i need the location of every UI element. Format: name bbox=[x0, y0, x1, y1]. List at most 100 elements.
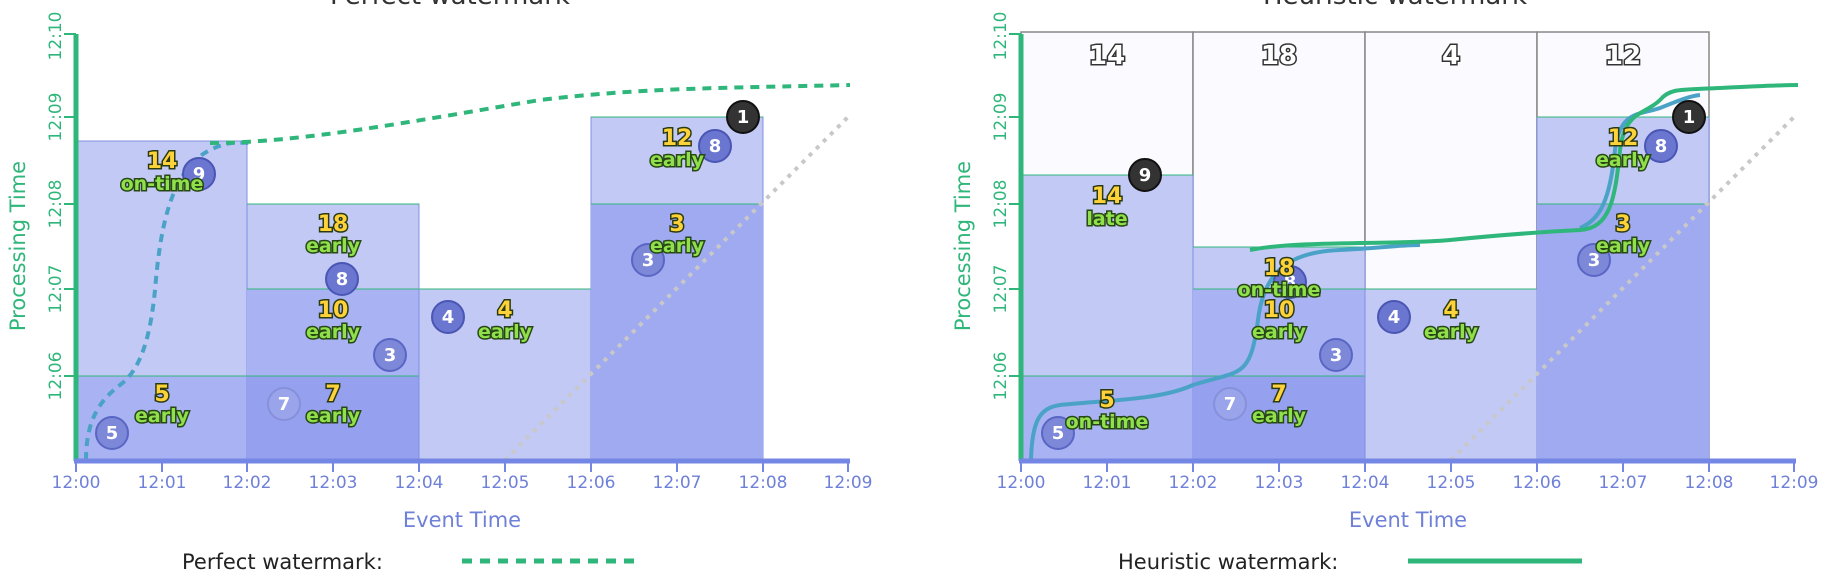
right-datapoints: 5 9 7 8 3 4 3 8 1 bbox=[1041, 100, 1706, 450]
left-datapoint-circle bbox=[95, 416, 129, 450]
right-datapoint-circle bbox=[1577, 243, 1611, 277]
left-result-value: 5 bbox=[154, 382, 169, 407]
right-x-axis-label: Event Time bbox=[1349, 508, 1467, 532]
right-y-tick-label: 12:07 bbox=[991, 265, 1011, 314]
right-y-ticks: 12:06 12:07 12:08 12:09 12:10 bbox=[991, 12, 1021, 401]
right-x-tick-label: 12:08 bbox=[1685, 473, 1734, 493]
right-input-watermark-b bbox=[1579, 93, 1701, 230]
left-datapoint-label: 4 bbox=[442, 307, 455, 328]
right-x-tick-label: 12:05 bbox=[1427, 473, 1476, 493]
right-result-status: early bbox=[1596, 235, 1651, 257]
left-x-axis-label: Event Time bbox=[403, 508, 521, 532]
right-datapoint-label: 4 bbox=[1388, 307, 1401, 328]
right-pane-sum: 18 bbox=[1261, 41, 1297, 71]
left-legend-label: Perfect watermark: bbox=[182, 550, 383, 574]
right-datapoint-label: 8 bbox=[1655, 136, 1668, 157]
right-x-tick-label: 12:01 bbox=[1083, 473, 1132, 493]
right-legend-label: Heuristic watermark: bbox=[1118, 550, 1338, 574]
right-result-value: 18 bbox=[1264, 256, 1295, 281]
right-pane-4-low bbox=[1537, 204, 1709, 460]
left-result-value: 10 bbox=[318, 298, 349, 323]
right-title: Heuristic watermark bbox=[1263, 0, 1527, 11]
right-results: 5 on-time 14 late 7 early 10 early 18 on… bbox=[1064, 125, 1652, 435]
right-x-ticks: 12:00 12:01 12:02 12:03 12:04 12:05 12:0… bbox=[997, 461, 1819, 493]
left-input-watermark bbox=[84, 140, 251, 461]
left-x-tick-label: 12:04 bbox=[395, 473, 444, 493]
left-result-value: 14 bbox=[147, 149, 178, 174]
right-datapoint-circle bbox=[1377, 300, 1411, 334]
left-x-tick-label: 12:06 bbox=[567, 473, 616, 493]
left-datapoint-label: 9 bbox=[193, 164, 206, 185]
right-panel: Heuristic watermark bbox=[951, 0, 1819, 574]
right-x-tick-label: 12:00 bbox=[997, 473, 1046, 493]
right-result-value: 5 bbox=[1099, 388, 1114, 413]
left-y-tick-label: 12:08 bbox=[46, 180, 66, 229]
left-result-value: 3 bbox=[669, 212, 684, 237]
right-datapoint-circle bbox=[1041, 416, 1075, 450]
left-x-tick-label: 12:03 bbox=[309, 473, 358, 493]
right-datapoint-label: 1 bbox=[1683, 107, 1696, 128]
left-results: 5 early 14 on-time 7 early 10 early 18 e… bbox=[119, 125, 706, 429]
right-datapoint-circle bbox=[1273, 265, 1307, 299]
left-result-value: 18 bbox=[318, 212, 349, 237]
right-result-status: early bbox=[1252, 405, 1307, 427]
right-heuristic-watermark bbox=[1249, 83, 1799, 252]
left-result-status: early bbox=[306, 321, 361, 343]
right-datapoint-circle bbox=[1644, 129, 1678, 163]
right-datapoint-label: 3 bbox=[1330, 345, 1343, 366]
left-result-status: early bbox=[135, 405, 190, 427]
right-x-tick-label: 12:02 bbox=[1169, 473, 1218, 493]
left-x-tick-label: 12:07 bbox=[653, 473, 702, 493]
left-datapoint-circle bbox=[182, 157, 216, 191]
right-y-tick-label: 12:08 bbox=[991, 180, 1011, 229]
right-datapoint-label: 8 bbox=[1284, 272, 1297, 293]
left-x-tick-label: 12:08 bbox=[739, 473, 788, 493]
right-datapoint-circle bbox=[1672, 100, 1706, 134]
left-result-value: 7 bbox=[325, 382, 340, 407]
left-datapoint-circle bbox=[631, 243, 665, 277]
left-datapoint-label: 8 bbox=[709, 136, 722, 157]
right-result-value: 10 bbox=[1264, 298, 1295, 323]
left-result-value: 12 bbox=[662, 126, 693, 151]
left-result-status: early bbox=[650, 235, 705, 257]
left-x-tick-label: 12:00 bbox=[52, 473, 101, 493]
right-result-status: on-time bbox=[1066, 411, 1149, 433]
left-datapoint-circle bbox=[267, 387, 301, 421]
right-result-status: late bbox=[1086, 208, 1127, 230]
right-pane-sum: 14 bbox=[1089, 41, 1125, 71]
right-x-tick-label: 12:09 bbox=[1770, 473, 1819, 493]
right-x-tick-label: 12:03 bbox=[1255, 473, 1304, 493]
left-result-value: 4 bbox=[497, 298, 512, 323]
left-datapoint-label: 5 bbox=[106, 423, 119, 444]
left-datapoint-label: 3 bbox=[642, 250, 655, 271]
left-y-tick-label: 12:10 bbox=[46, 12, 66, 61]
left-datapoint-circle bbox=[726, 100, 760, 134]
right-result-status: on-time bbox=[1238, 279, 1321, 301]
left-y-tick-label: 12:07 bbox=[46, 265, 66, 314]
right-result-status: early bbox=[1596, 149, 1651, 171]
left-datapoint-label: 3 bbox=[384, 345, 397, 366]
left-result-status: early bbox=[478, 321, 533, 343]
left-datapoint-label: 7 bbox=[278, 394, 291, 415]
right-pane-sums: 14 18 4 12 bbox=[1087, 40, 1642, 73]
left-ideal-line bbox=[503, 115, 850, 462]
left-x-tick-label: 12:01 bbox=[138, 473, 187, 493]
left-datapoint-circle bbox=[431, 300, 465, 334]
left-datapoint-label: 8 bbox=[336, 269, 349, 290]
left-pane-4-low bbox=[591, 204, 763, 460]
right-result-value: 14 bbox=[1092, 184, 1123, 209]
left-result-status: on-time bbox=[121, 173, 204, 195]
right-pane-sum: 12 bbox=[1605, 41, 1641, 71]
right-datapoint-circle bbox=[1213, 387, 1247, 421]
right-datapoint-label: 7 bbox=[1224, 394, 1237, 415]
left-x-ticks: 12:00 12:01 12:02 12:03 12:04 12:05 12:0… bbox=[52, 461, 873, 493]
right-x-tick-label: 12:07 bbox=[1599, 473, 1648, 493]
right-y-axis-label: Processing Time bbox=[951, 161, 975, 331]
left-y-tick-label: 12:06 bbox=[46, 352, 66, 401]
left-x-tick-label: 12:02 bbox=[223, 473, 272, 493]
right-result-value: 7 bbox=[1271, 382, 1286, 407]
left-x-tick-label: 12:09 bbox=[824, 473, 873, 493]
right-input-watermark-a bbox=[1029, 243, 1421, 461]
right-result-status: early bbox=[1252, 321, 1307, 343]
